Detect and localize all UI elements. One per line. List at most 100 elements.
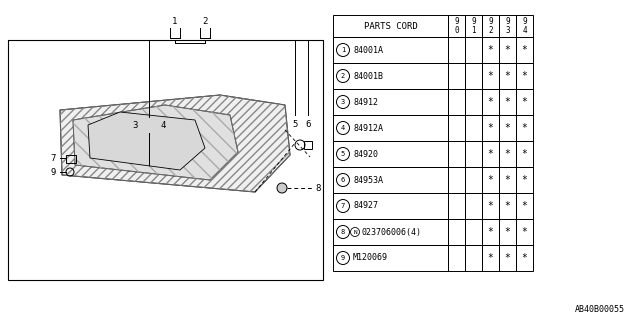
Bar — [482, 15, 499, 37]
Bar — [333, 89, 448, 115]
Text: 84927: 84927 — [353, 202, 378, 211]
Bar — [516, 245, 533, 271]
Bar — [482, 37, 499, 63]
Bar — [499, 245, 516, 271]
Text: 4: 4 — [341, 125, 345, 131]
Text: *: * — [522, 123, 527, 133]
Text: *: * — [488, 149, 493, 159]
Bar — [333, 37, 448, 63]
Bar — [516, 37, 533, 63]
Text: PARTS CORD: PARTS CORD — [364, 21, 417, 30]
Text: *: * — [504, 45, 511, 55]
Bar — [465, 37, 482, 63]
Text: AB40B00055: AB40B00055 — [575, 305, 625, 314]
Text: *: * — [504, 97, 511, 107]
Bar — [448, 89, 465, 115]
Bar — [482, 167, 499, 193]
Bar — [516, 141, 533, 167]
Text: *: * — [488, 123, 493, 133]
Text: 9
2: 9 2 — [488, 17, 493, 35]
Text: *: * — [488, 201, 493, 211]
Text: 9
3: 9 3 — [505, 17, 510, 35]
Text: 8: 8 — [341, 229, 345, 235]
Bar — [448, 115, 465, 141]
Bar — [8, 40, 323, 280]
Text: *: * — [488, 97, 493, 107]
Bar — [304, 141, 312, 149]
Text: *: * — [488, 71, 493, 81]
Bar — [516, 193, 533, 219]
Bar — [66, 155, 76, 163]
Polygon shape — [73, 105, 238, 180]
Bar — [516, 115, 533, 141]
Bar — [482, 141, 499, 167]
Bar — [448, 141, 465, 167]
Text: 3: 3 — [341, 99, 345, 105]
Bar — [448, 15, 465, 37]
Bar — [465, 63, 482, 89]
Text: *: * — [522, 227, 527, 237]
Bar — [448, 219, 465, 245]
Bar — [482, 193, 499, 219]
Text: *: * — [522, 45, 527, 55]
Text: *: * — [504, 175, 511, 185]
Text: 84953A: 84953A — [353, 175, 383, 185]
Text: *: * — [504, 227, 511, 237]
Text: 5: 5 — [341, 151, 345, 157]
Bar — [333, 15, 448, 37]
Bar — [482, 219, 499, 245]
Bar — [333, 141, 448, 167]
Text: *: * — [488, 45, 493, 55]
Bar — [516, 219, 533, 245]
Text: *: * — [522, 149, 527, 159]
Polygon shape — [60, 95, 290, 192]
Bar — [516, 89, 533, 115]
Text: 2: 2 — [202, 17, 208, 26]
Bar — [516, 15, 533, 37]
Text: 9
4: 9 4 — [522, 17, 527, 35]
Bar — [516, 63, 533, 89]
Bar — [465, 245, 482, 271]
Text: 4: 4 — [160, 121, 165, 130]
Text: *: * — [488, 253, 493, 263]
Bar — [465, 141, 482, 167]
Bar — [499, 167, 516, 193]
Bar — [499, 63, 516, 89]
Text: 84912A: 84912A — [353, 124, 383, 132]
Bar — [448, 63, 465, 89]
Text: 9
0: 9 0 — [454, 17, 459, 35]
Text: 1: 1 — [172, 17, 178, 26]
Bar — [333, 167, 448, 193]
Text: 9: 9 — [341, 255, 345, 261]
Polygon shape — [88, 112, 205, 170]
Bar — [465, 89, 482, 115]
Bar — [333, 219, 448, 245]
Bar — [499, 15, 516, 37]
Bar — [333, 115, 448, 141]
Bar — [333, 245, 448, 271]
Text: 2: 2 — [341, 73, 345, 79]
Text: 6: 6 — [341, 177, 345, 183]
Text: 9: 9 — [51, 167, 56, 177]
Bar — [499, 115, 516, 141]
Text: M120069: M120069 — [353, 253, 388, 262]
Text: *: * — [522, 175, 527, 185]
Bar — [333, 193, 448, 219]
Text: *: * — [504, 123, 511, 133]
Text: 84001B: 84001B — [353, 71, 383, 81]
Bar — [499, 89, 516, 115]
Bar — [516, 167, 533, 193]
Bar — [448, 193, 465, 219]
Bar — [499, 37, 516, 63]
Bar — [448, 167, 465, 193]
Text: 3: 3 — [132, 121, 138, 130]
Text: 6: 6 — [305, 120, 310, 129]
Bar — [465, 219, 482, 245]
Text: 84912: 84912 — [353, 98, 378, 107]
Bar — [499, 141, 516, 167]
Text: N: N — [353, 229, 357, 235]
Text: *: * — [504, 71, 511, 81]
Bar — [465, 167, 482, 193]
Text: *: * — [504, 253, 511, 263]
Text: 84920: 84920 — [353, 149, 378, 158]
